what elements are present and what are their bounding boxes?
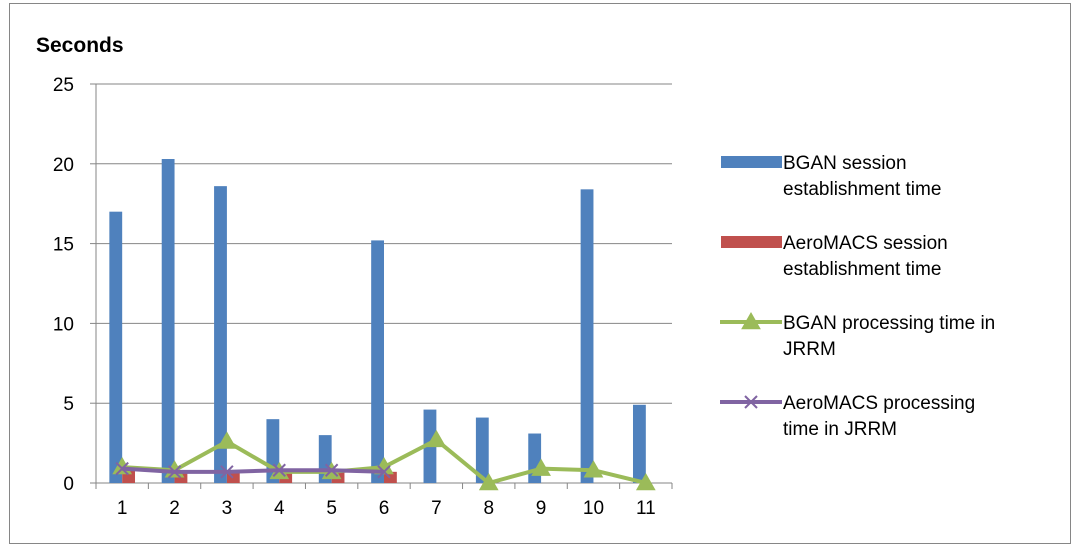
- legend-label: AeroMACS processing: [783, 393, 975, 414]
- y-tick-label: 15: [53, 235, 74, 256]
- data-point-x-stroke: [744, 395, 758, 409]
- data-point-x-stroke: [167, 465, 182, 479]
- data-point-x: [324, 463, 339, 477]
- bar: [384, 471, 397, 483]
- bar: [109, 211, 123, 483]
- bar: [214, 186, 227, 484]
- y-tick-label: 5: [63, 394, 74, 415]
- data-point-x: [377, 465, 391, 479]
- data-point-x: [272, 463, 286, 477]
- x-tick-label: 2: [169, 498, 180, 519]
- data-point-x-stroke: [115, 461, 129, 476]
- legend-label: BGAN processing time in: [783, 313, 995, 334]
- y-tick-label: 0: [63, 474, 74, 495]
- axes: 0 5 10 15 20 25 1 2 3 4 5 6 7 8 9 10 11: [53, 75, 673, 519]
- x-tick-label: 11: [636, 498, 656, 519]
- data-point-triangle: [217, 431, 237, 449]
- legend-swatch: [721, 156, 782, 168]
- legend-item: AeroMACS session establishment time: [721, 233, 948, 280]
- x-tick-label: 5: [326, 498, 337, 519]
- data-point-x: [220, 465, 234, 479]
- data-point-x-stroke: [272, 463, 286, 477]
- y-tick-label: 25: [53, 75, 74, 96]
- x-tick-label: 10: [583, 498, 604, 519]
- data-point-x-stroke: [220, 465, 234, 479]
- bar: [475, 417, 489, 483]
- x-tick-label: 3: [222, 498, 233, 519]
- x-tick-label: 4: [274, 498, 285, 519]
- series-line: [122, 466, 385, 474]
- x-tick-label: 1: [117, 498, 128, 519]
- legend-label: establishment time: [783, 259, 941, 280]
- x-tick-label: 9: [536, 498, 547, 519]
- data-point-triangle: [426, 429, 447, 448]
- x-tick-label: 8: [483, 498, 494, 519]
- data-point-triangle: [741, 311, 761, 330]
- x-tick-label: 6: [379, 498, 390, 519]
- data-point-x: [115, 461, 129, 476]
- legend-label: AeroMACS session: [783, 233, 948, 254]
- legend-label: time in JRRM: [783, 419, 897, 440]
- data-point-triangle: [478, 472, 499, 491]
- bar: [371, 240, 384, 483]
- x-tick-label: 7: [431, 498, 442, 519]
- bar: [632, 404, 646, 483]
- legend-item: BGAN session establishment time: [721, 153, 941, 200]
- data-point-x: [744, 395, 758, 409]
- chart-title: Seconds: [36, 34, 124, 57]
- data-point-x-stroke: [377, 465, 391, 479]
- legend-label: BGAN session: [783, 153, 907, 174]
- bar-series: [109, 159, 646, 484]
- legend-swatch: [721, 236, 782, 248]
- data-point-triangle: [531, 458, 551, 476]
- data-point-x-stroke: [324, 463, 339, 477]
- y-tick-label: 20: [53, 155, 74, 176]
- legend-item: BGAN processing time in JRRM: [720, 311, 995, 360]
- y-tick-label: 10: [53, 314, 74, 335]
- bar: [161, 159, 175, 483]
- line-series: [112, 429, 656, 491]
- legend-label: JRRM: [783, 339, 836, 360]
- data-point-triangle: [635, 472, 656, 491]
- legend-label: establishment time: [783, 179, 941, 200]
- data-point-x: [167, 465, 182, 479]
- data-point-triangle: [583, 460, 604, 478]
- bar: [580, 189, 594, 483]
- legend-item: AeroMACS processing time in JRRM: [720, 393, 975, 440]
